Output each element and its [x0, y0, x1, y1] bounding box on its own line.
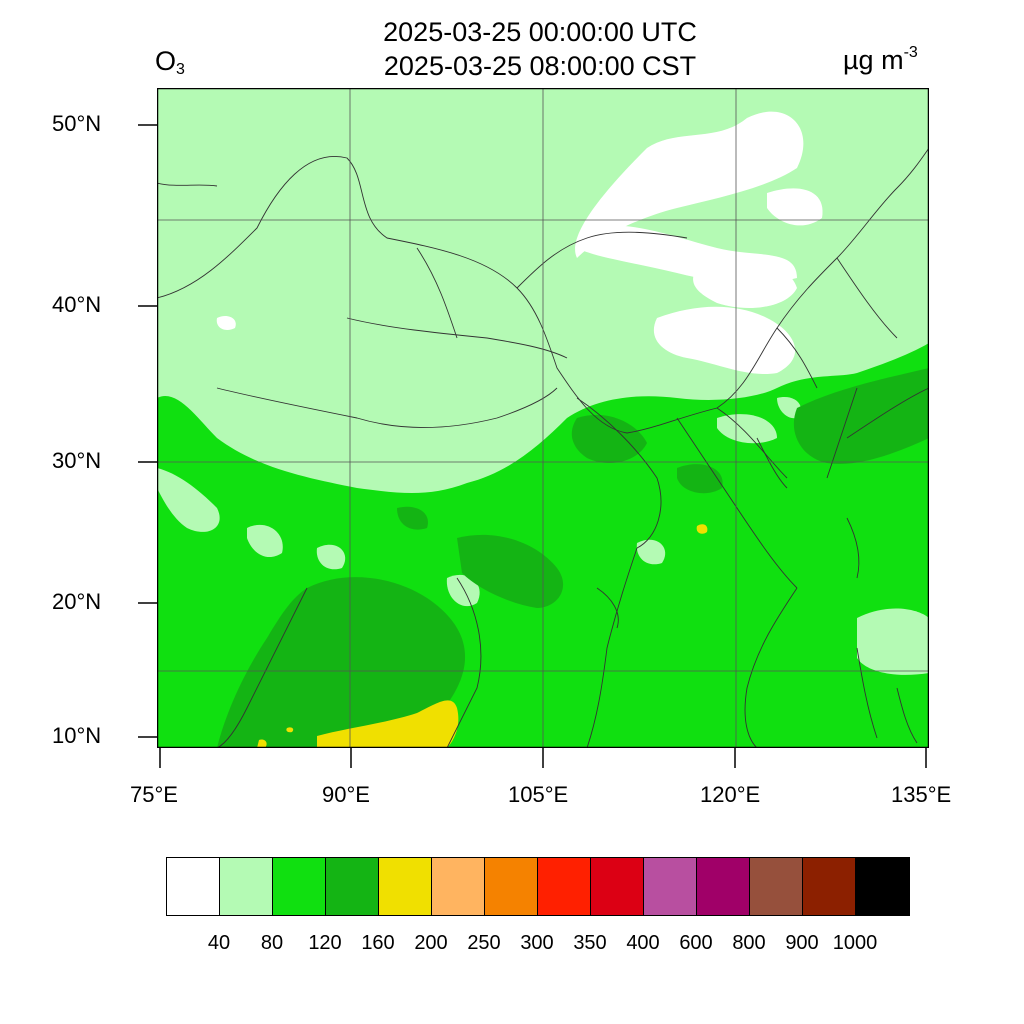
field-160-200 [257, 524, 708, 748]
legend-label: 350 [573, 932, 607, 954]
x-tick-120e: 120°E [700, 782, 761, 807]
legend-label: 200 [414, 932, 448, 954]
title-utc: 2025-03-25 00:00:00 UTC [383, 17, 697, 47]
legend-swatch [591, 858, 644, 915]
legend-label: 120 [308, 932, 342, 954]
legend-label: 250 [467, 932, 501, 954]
legend-label: 160 [361, 932, 395, 954]
unit-superscript: -3 [903, 44, 918, 61]
legend-label: 800 [732, 932, 766, 954]
legend-swatch [167, 858, 220, 915]
legend-label: 1000 [832, 932, 878, 954]
legend-swatch [697, 858, 750, 915]
legend-swatch [644, 858, 697, 915]
boundary-lines [157, 147, 929, 748]
legend-swatch [220, 858, 273, 915]
x-tick-105e: 105°E [508, 782, 569, 807]
variable-label: O3 [155, 46, 185, 79]
legend-swatch [803, 858, 856, 915]
graticule [157, 88, 929, 748]
title-cst: 2025-03-25 08:00:00 CST [383, 51, 697, 81]
y-tick-10n: 10°N [52, 723, 102, 748]
legend-label: 600 [679, 932, 713, 954]
x-tick-135e: 135°E [891, 782, 952, 807]
legend-label: 900 [785, 932, 819, 954]
legend-swatch [856, 858, 909, 915]
legend-swatch [379, 858, 432, 915]
legend-swatch [538, 858, 591, 915]
unit-base: µg m [843, 45, 904, 75]
y-tick-40n: 40°N [52, 292, 102, 317]
legend-swatch [485, 858, 538, 915]
legend-swatch [750, 858, 803, 915]
legend-label: 300 [520, 932, 554, 954]
map-border [157, 88, 929, 748]
variable-base: O [155, 46, 177, 76]
legend-swatch [273, 858, 326, 915]
y-tick-30n: 30°N [52, 448, 102, 473]
legend-label: 400 [626, 932, 660, 954]
field-40-80-inner [157, 397, 929, 675]
legend-label: 40 [207, 932, 231, 954]
field-120-160 [217, 368, 929, 748]
legend-swatch [326, 858, 379, 915]
legend-colorbar [166, 857, 910, 916]
ozone-map [157, 88, 929, 748]
variable-subscript: 3 [176, 61, 185, 78]
legend-swatch [432, 858, 485, 915]
y-tick-50n: 50°N [52, 111, 102, 136]
legend-label: 80 [260, 932, 284, 954]
y-tick-20n: 20°N [52, 589, 102, 614]
x-tick-90e: 90°E [322, 782, 370, 807]
x-tick-75e: 75°E [130, 782, 178, 807]
unit-label: µg m-3 [843, 44, 918, 76]
